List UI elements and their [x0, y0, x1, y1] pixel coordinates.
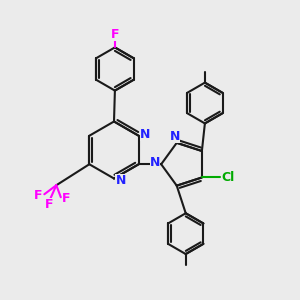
Text: Cl: Cl [222, 171, 235, 184]
Text: F: F [111, 28, 119, 41]
Text: N: N [140, 128, 151, 141]
Text: F: F [34, 189, 42, 202]
Text: F: F [62, 192, 70, 205]
Text: N: N [150, 156, 160, 169]
Text: N: N [116, 173, 126, 187]
Text: N: N [170, 130, 180, 143]
Text: F: F [45, 198, 53, 211]
